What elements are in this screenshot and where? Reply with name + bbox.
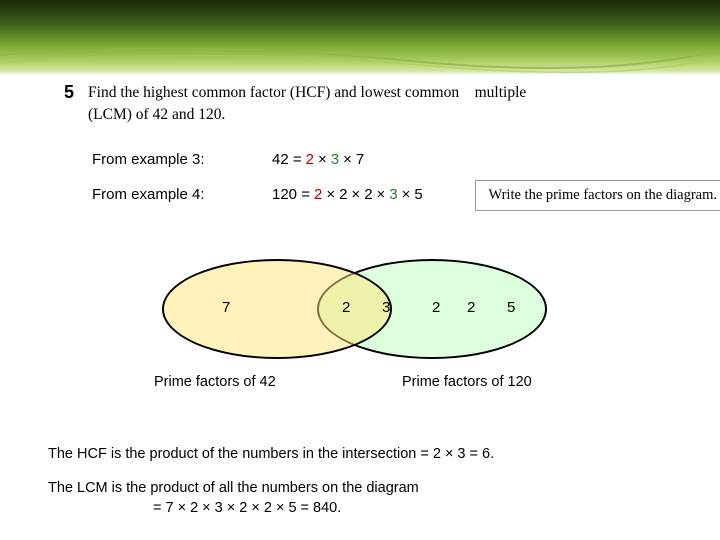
answer-lcm: The LCM is the product of all the number…	[48, 478, 419, 519]
eq1-p3: 7	[356, 151, 364, 168]
eq2-p4: 3	[389, 186, 397, 203]
eq2-op1: ×	[326, 186, 335, 203]
example-1-label: From example 3:	[92, 151, 272, 168]
example-2-equation: 120 = 2 × 2 × 2 × 3 × 5	[272, 186, 423, 203]
q-text-line2: (LCM) of 42 and 120.	[88, 106, 225, 123]
venn-num-i3: 3	[382, 299, 390, 316]
eq2-lhs: 120 =	[272, 186, 310, 203]
eq2-p3: 2	[364, 186, 372, 203]
venn-label-right: Prime factors of 120	[402, 374, 532, 390]
eq2-p5: 5	[414, 186, 422, 203]
eq1-p2: 3	[331, 151, 339, 168]
venn-num-i2: 2	[342, 299, 350, 316]
venn-num-r5: 5	[507, 299, 515, 316]
venn-left-ellipse	[162, 259, 392, 359]
example-2-label: From example 4:	[92, 186, 272, 203]
eq2-p2: 2	[339, 186, 347, 203]
venn-diagram: 7 2 3 2 2 5 Prime factors of 42 Prime fa…	[92, 259, 656, 419]
eq1-p1: 2	[306, 151, 314, 168]
instruction-box: Write the prime factors on the diagram.	[475, 180, 720, 211]
venn-num-r2a: 2	[432, 299, 440, 316]
eq1-lhs: 42 =	[272, 151, 302, 168]
venn-num-r2b: 2	[467, 299, 475, 316]
question-text: Find the highest common factor (HCF) and…	[88, 82, 526, 125]
question-number: 5	[64, 82, 74, 103]
eq2-p1: 2	[314, 186, 322, 203]
eq1-op2: ×	[343, 151, 352, 168]
content-area: 5 Find the highest common factor (HCF) a…	[0, 82, 720, 419]
eq2-op2: ×	[351, 186, 360, 203]
example-1-equation: 42 = 2 × 3 × 7	[272, 151, 364, 168]
answer-lcm-line2: = 7 × 2 × 3 × 2 × 2 × 5 = 840.	[48, 500, 341, 516]
venn-label-left: Prime factors of 42	[154, 374, 276, 390]
q-text-part2: multiple	[475, 84, 527, 101]
answer-hcf: The HCF is the product of the numbers in…	[48, 444, 494, 464]
eq2-op4: ×	[402, 186, 411, 203]
answer-lcm-line1: The LCM is the product of all the number…	[48, 480, 419, 496]
eq1-op1: ×	[318, 151, 327, 168]
eq2-op3: ×	[377, 186, 386, 203]
venn-num-7: 7	[222, 299, 230, 316]
q-text-part1: Find the highest common factor (HCF) and…	[88, 84, 459, 101]
question-block: 5 Find the highest common factor (HCF) a…	[64, 82, 656, 125]
examples-block: From example 3: 42 = 2 × 3 × 7 From exam…	[64, 151, 656, 419]
example-row-1: From example 3: 42 = 2 × 3 × 7	[92, 151, 656, 168]
